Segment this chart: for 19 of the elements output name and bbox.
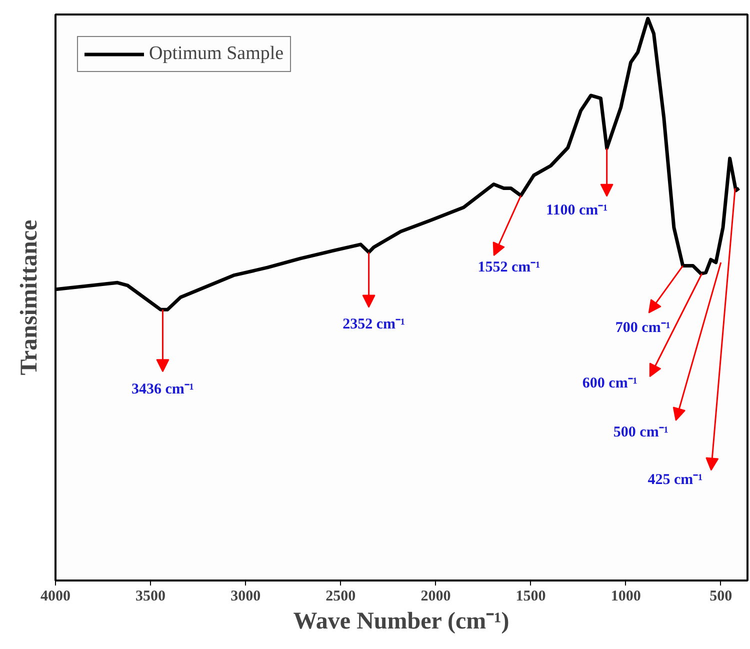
x-tick-label: 1500 [516,588,546,604]
annotation: 700 cm⁻¹ [615,320,670,336]
annotation: 425 cm⁻¹ [648,472,703,488]
annotation: 2352 cm⁻¹ [342,316,406,332]
annotation: 1100 cm⁻¹ [546,202,608,218]
y-axis-title: Transimittance [16,219,42,376]
x-tick-label: 1000 [610,588,641,604]
annotation: 600 cm⁻¹ [582,376,638,392]
x-axis-title: Wave Number (cm⁻¹) [293,608,510,634]
legend-label: Optimum Sample [149,43,284,65]
x-tick-label: 4000 [40,588,70,604]
x-tick-label: 3500 [136,588,166,604]
x-tick-label: 2500 [326,588,356,604]
x-tick-label: 2000 [420,588,451,604]
annotation: 1552 cm⁻¹ [478,260,540,276]
x-tick-label: 3000 [230,588,261,604]
annotation: 3436 cm⁻¹ [132,382,194,398]
annotation: 500 cm⁻¹ [613,424,668,440]
x-tick-label: 500 [710,588,732,604]
